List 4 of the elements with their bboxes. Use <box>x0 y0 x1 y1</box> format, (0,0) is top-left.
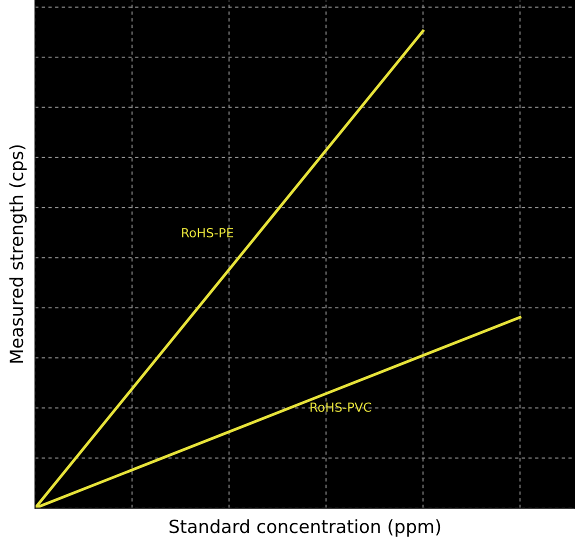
series-label: RoHS-PE <box>182 228 234 238</box>
series-label: RoHS-PVC <box>310 402 372 412</box>
y-axis-title: Measured strength (cps) <box>9 145 27 363</box>
x-axis-title: Standard concentration (ppm) <box>170 519 440 537</box>
